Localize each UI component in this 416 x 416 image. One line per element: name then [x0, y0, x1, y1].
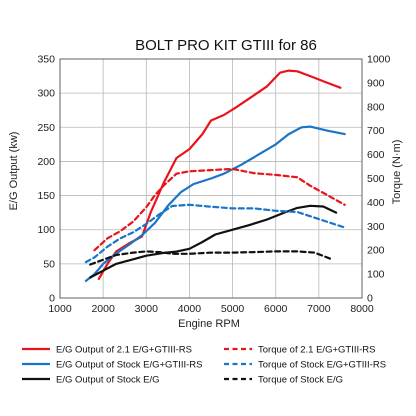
x-tick-label: 6000 — [264, 303, 288, 315]
y-left-tick-label: 100 — [37, 224, 55, 236]
y-right-tick-label: 400 — [367, 197, 385, 209]
x-tick-label: 3000 — [135, 303, 159, 315]
series-line-6 — [89, 250, 333, 266]
legend-label-3: E/G Output of Stock E/G — [56, 375, 160, 386]
legend-label-5: Torque of Stock E/G+GTIII-RS — [258, 360, 386, 371]
series-line-2 — [84, 125, 346, 282]
y-right-tick-label: 200 — [367, 245, 385, 257]
x-tick-label: 5000 — [221, 303, 245, 315]
legend: E/G Output of 2.1 E/G+GTIII-RS E/G Output… — [22, 345, 386, 386]
y-right-tick-label: 500 — [367, 173, 385, 185]
legend-label-1: E/G Output of 2.1 E/G+GTIII-RS — [56, 345, 192, 356]
y-left-tick-label: 300 — [37, 88, 55, 100]
y-right-tick-label: 800 — [367, 101, 385, 113]
x-tick-label: 8000 — [350, 303, 374, 315]
y-right-tick-label: 600 — [367, 149, 385, 161]
y-right-tick-label: 1000 — [367, 54, 391, 66]
y-left-tick-label: 250 — [37, 122, 55, 134]
legend-label-4: Torque of 2.1 E/G+GTIII-RS — [258, 345, 375, 356]
y-right-tick-label: 100 — [367, 269, 385, 281]
series-lines — [84, 69, 346, 282]
plot-frame — [59, 58, 363, 299]
axes: 1000 2000 3000 4000 5000 6000 7000 800005010015… — [37, 54, 390, 316]
y-left-tick-label: 150 — [37, 190, 55, 202]
x-tick-label: 2000 — [91, 303, 115, 315]
x-tick-label: 4000 — [178, 303, 202, 315]
series-line-3 — [89, 204, 338, 279]
legend-label-2: E/G Output of Stock E/G+GTIII-RS — [56, 360, 203, 371]
series-line-4 — [93, 167, 346, 252]
x-tick-label: 7000 — [307, 303, 331, 315]
chart-title: BOLT PRO KIT GTIII for 86 — [135, 37, 317, 54]
y-left-tick-label: 50 — [43, 258, 55, 270]
x-axis-label: Engine RPM — [178, 318, 240, 330]
y-left-tick-label: 350 — [37, 54, 55, 66]
series-line-5 — [84, 203, 346, 264]
y-axis-right-label: Torque (N·m) — [391, 140, 403, 205]
y-right-tick-label: 300 — [367, 221, 385, 233]
y-right-tick-label: 0 — [367, 293, 373, 305]
x-tick-label: 1000 — [48, 303, 72, 315]
y-left-tick-label: 200 — [37, 156, 55, 168]
y-left-tick-label: 0 — [49, 293, 55, 305]
y-right-tick-label: 900 — [367, 77, 385, 89]
y-axis-left-label: E/G Output (kw) — [8, 132, 20, 211]
y-right-tick-label: 700 — [367, 125, 385, 137]
legend-label-6: Torque of Stock E/G — [258, 375, 343, 386]
